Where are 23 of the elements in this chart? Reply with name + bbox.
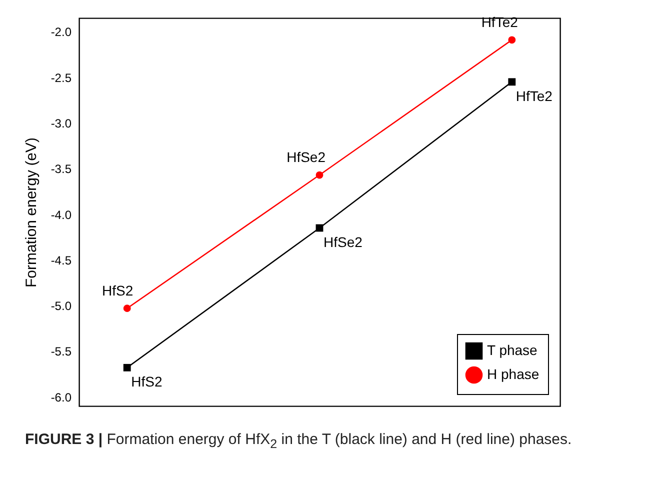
data-label: HfS2 bbox=[102, 282, 134, 298]
y-tick-label: -3.0 bbox=[50, 116, 72, 130]
legend-label: T phase bbox=[487, 342, 538, 358]
point bbox=[508, 78, 516, 86]
legend-label: H phase bbox=[487, 366, 540, 382]
point bbox=[123, 304, 131, 312]
data-label: HfSe2 bbox=[286, 149, 326, 166]
point bbox=[316, 171, 324, 179]
point bbox=[508, 36, 516, 44]
y-tick-label: -2.0 bbox=[50, 25, 72, 40]
y-tick-label: -2.5 bbox=[50, 70, 72, 85]
y-axis-title: Formation energy (eV) bbox=[22, 137, 40, 288]
data-label: HfSe2 bbox=[324, 234, 363, 250]
y-tick-label: -5.5 bbox=[50, 344, 72, 359]
caption: FIGURE 3 | Formation energy of HfX$_{2}$ in the T (black line) and H (red line) phases. bbox=[25, 431, 572, 451]
y-tick-label: -5.0 bbox=[50, 299, 72, 314]
y-tick-label: -6.0 bbox=[50, 390, 72, 404]
data-label: HfTe2 bbox=[516, 88, 553, 104]
data-label: HfS2 bbox=[131, 374, 162, 390]
point bbox=[123, 364, 131, 372]
y-tick-label: -4.5 bbox=[50, 253, 72, 268]
y-tick-label: -4.0 bbox=[50, 208, 72, 222]
y-tick-label: -3.5 bbox=[50, 162, 72, 176]
